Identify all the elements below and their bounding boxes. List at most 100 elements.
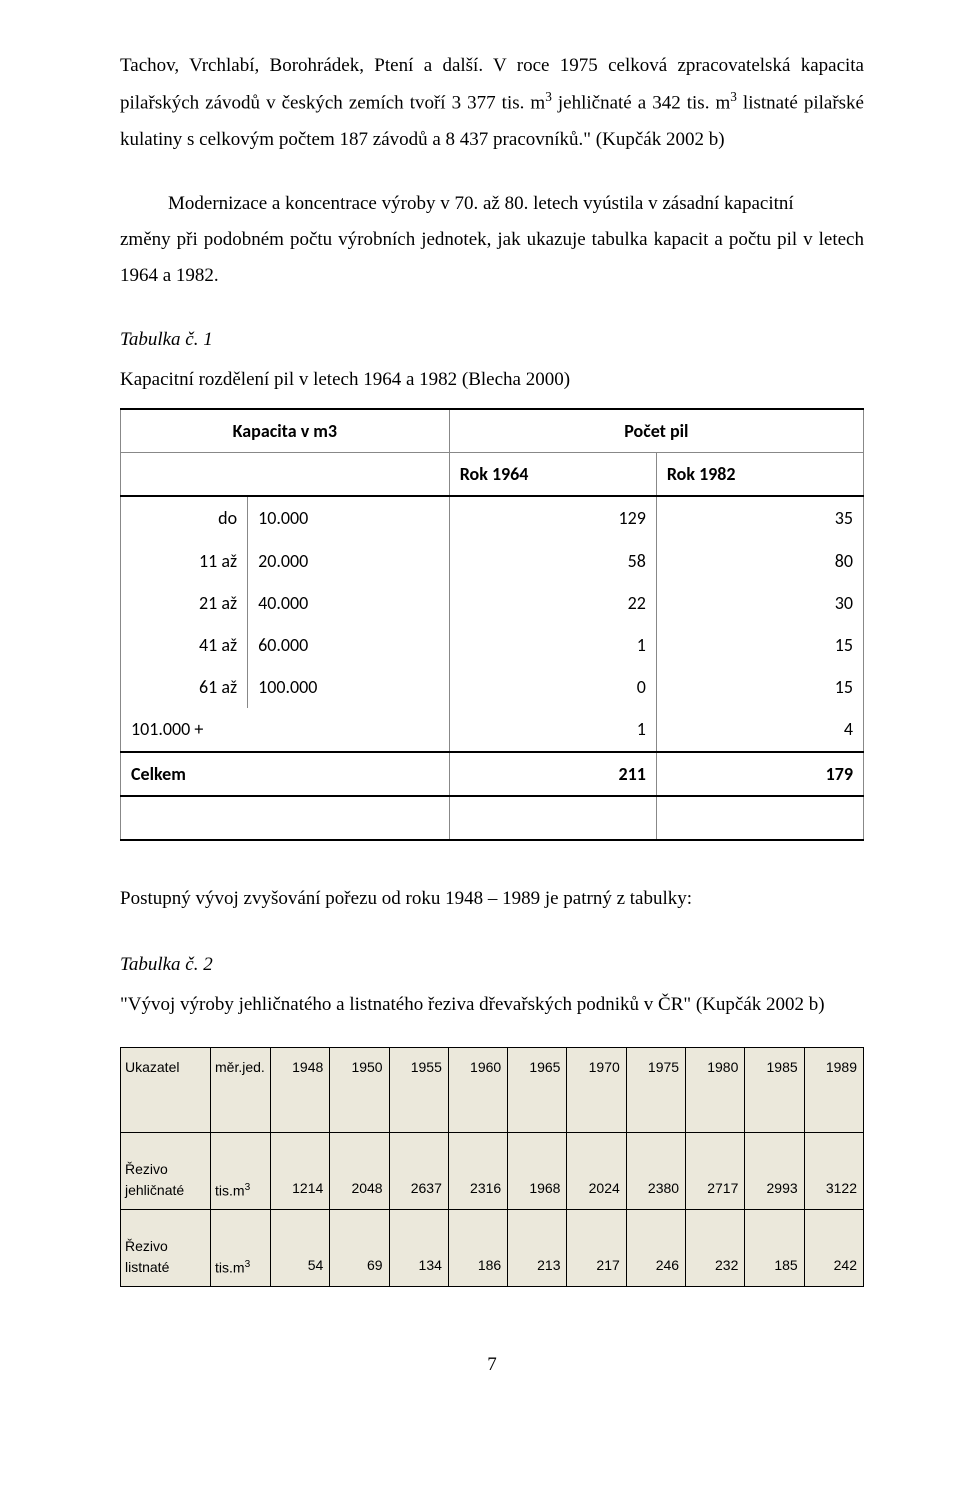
- t2-cell: 186: [448, 1210, 507, 1287]
- t2-h-ukazatel: Ukazatel: [121, 1048, 211, 1133]
- t2-cell: 2993: [745, 1133, 804, 1210]
- t1-cell: 22: [449, 582, 656, 624]
- t1-cell: 58: [449, 540, 656, 582]
- t1-h-count: Počet pil: [449, 409, 863, 453]
- t1-cell: 0: [449, 666, 656, 708]
- t2-h-year: 1960: [448, 1048, 507, 1133]
- t2-row-unit: tis.m3: [211, 1133, 271, 1210]
- table2: Ukazatel měr.jed. 1948 1950 1955 1960 19…: [120, 1047, 864, 1287]
- t2-cell: 242: [804, 1210, 863, 1287]
- t1-h-capacity: Kapacita v m3: [121, 409, 450, 453]
- sup-2: 3: [730, 89, 737, 104]
- table-row: 101.000 + 1 4: [121, 708, 864, 751]
- t2-row-label: Řezivo listnaté: [121, 1210, 211, 1287]
- t1-blank-row: [121, 796, 864, 840]
- t1-cell: 10.000: [248, 496, 450, 539]
- t1-cell: 100.000: [248, 666, 450, 708]
- t1-cell: 101.000 +: [121, 708, 450, 751]
- t1-blank: [121, 796, 450, 840]
- t1-cell: 21 až: [121, 582, 248, 624]
- t1-cell: 80: [656, 540, 863, 582]
- t2-cell: 185: [745, 1210, 804, 1287]
- t1-cell: 61 až: [121, 666, 248, 708]
- t2-h-year: 1965: [508, 1048, 567, 1133]
- t2-cell: 2380: [626, 1133, 685, 1210]
- page-number: 7: [120, 1347, 864, 1383]
- t2-h-merjed: měr.jed.: [211, 1048, 271, 1133]
- t2-cell: 1968: [508, 1133, 567, 1210]
- table-row: Řezivo jehličnaté tis.m3 1214 2048 2637 …: [121, 1133, 864, 1210]
- paragraph-1: Tachov, Vrchlabí, Borohrádek, Ptení a da…: [120, 48, 864, 158]
- table-row: 61 až 100.000 0 15: [121, 666, 864, 708]
- indent-line: Modernizace a koncentrace výroby v 70. a…: [168, 186, 864, 222]
- table-row: do 10.000 129 35: [121, 496, 864, 539]
- t2-h-year: 1948: [271, 1048, 330, 1133]
- t2-unit-sup: 3: [245, 1259, 251, 1270]
- para1-text-b: jehličnaté a 342 tis. m: [552, 92, 730, 113]
- t1-cell: 30: [656, 582, 863, 624]
- t2-cell: 54: [271, 1210, 330, 1287]
- t2-cell: 246: [626, 1210, 685, 1287]
- t2-h-year: 1975: [626, 1048, 685, 1133]
- t2-cell: 213: [508, 1210, 567, 1287]
- t1-cell: 40.000: [248, 582, 450, 624]
- t2-cell: 2717: [686, 1133, 745, 1210]
- t2-lab-a: Řezivo: [125, 1238, 168, 1254]
- t1-cell: 41 až: [121, 624, 248, 666]
- t2-lab-a: Řezivo: [125, 1161, 168, 1177]
- table-row: 21 až 40.000 22 30: [121, 582, 864, 624]
- t2-unit-a: tis.m: [215, 1182, 245, 1198]
- t1-blank: [656, 796, 863, 840]
- paragraph-2-block: Modernizace a koncentrace výroby v 70. a…: [120, 186, 864, 294]
- t2-cell: 2316: [448, 1133, 507, 1210]
- t2-h-year: 1989: [804, 1048, 863, 1133]
- t2-head-row: Ukazatel měr.jed. 1948 1950 1955 1960 19…: [121, 1048, 864, 1133]
- t2-h-year: 1985: [745, 1048, 804, 1133]
- t1-cell: 4: [656, 708, 863, 751]
- t2-cell: 2048: [330, 1133, 389, 1210]
- t1-sum-v2: 179: [656, 752, 863, 796]
- t2-lab-b: listnaté: [125, 1259, 169, 1275]
- t1-cell: 20.000: [248, 540, 450, 582]
- t1-h-blank: [121, 453, 450, 497]
- t2-h-year: 1955: [389, 1048, 448, 1133]
- mid-paragraph: Postupný vývoj zvyšování pořezu od roku …: [120, 881, 864, 917]
- sup-1: 3: [545, 89, 552, 104]
- t1-cell: 11 až: [121, 540, 248, 582]
- paragraph-2: změny při podobném počtu výrobních jedno…: [120, 222, 864, 294]
- t1-cell: 1: [449, 624, 656, 666]
- t2-cell: 232: [686, 1210, 745, 1287]
- t1-cell: 60.000: [248, 624, 450, 666]
- t2-unit-a: tis.m: [215, 1259, 245, 1275]
- table2-title: "Vývoj výroby jehličnatého a listnatého …: [120, 987, 864, 1023]
- table-row: 41 až 60.000 1 15: [121, 624, 864, 666]
- table1-wrap: Kapacita v m3 Počet pil Rok 1964 Rok 198…: [120, 408, 864, 841]
- t2-cell: 2637: [389, 1133, 448, 1210]
- t2-cell: 2024: [567, 1133, 626, 1210]
- table-row: 11 až 20.000 58 80: [121, 540, 864, 582]
- table-row: Řezivo listnaté tis.m3 54 69 134 186 213…: [121, 1210, 864, 1287]
- t1-cell: 35: [656, 496, 863, 539]
- t1-h-year1: Rok 1964: [449, 453, 656, 497]
- t2-h-year: 1980: [686, 1048, 745, 1133]
- t2-cell: 134: [389, 1210, 448, 1287]
- t2-unit-sup: 3: [245, 1182, 251, 1193]
- t1-sum-label: Celkem: [121, 752, 450, 796]
- t2-h-year: 1970: [567, 1048, 626, 1133]
- t1-cell: 15: [656, 624, 863, 666]
- table1-label: Tabulka č. 1: [120, 322, 864, 358]
- table2-wrap: Ukazatel měr.jed. 1948 1950 1955 1960 19…: [120, 1047, 864, 1287]
- t2-row-unit: tis.m3: [211, 1210, 271, 1287]
- t1-h-year2: Rok 1982: [656, 453, 863, 497]
- t1-sum-row: Celkem 211 179: [121, 752, 864, 796]
- table1: Kapacita v m3 Počet pil Rok 1964 Rok 198…: [120, 408, 864, 841]
- t2-cell: 1214: [271, 1133, 330, 1210]
- t2-cell: 217: [567, 1210, 626, 1287]
- table1-title: Kapacitní rozdělení pil v letech 1964 a …: [120, 362, 864, 398]
- t2-cell: 3122: [804, 1133, 863, 1210]
- t2-row-label: Řezivo jehličnaté: [121, 1133, 211, 1210]
- t1-sum-v1: 211: [449, 752, 656, 796]
- t2-lab-b: jehličnaté: [125, 1182, 184, 1198]
- t1-blank: [449, 796, 656, 840]
- table2-label: Tabulka č. 2: [120, 947, 864, 983]
